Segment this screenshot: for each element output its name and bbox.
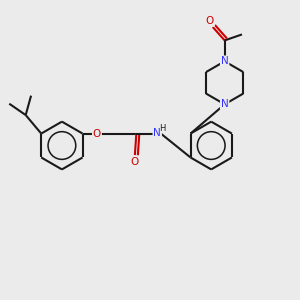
Text: N: N [153, 128, 161, 138]
Text: O: O [131, 157, 139, 166]
Text: N: N [221, 99, 229, 109]
Text: N: N [221, 56, 229, 66]
Text: O: O [206, 16, 214, 26]
Text: H: H [159, 124, 166, 133]
Text: O: O [93, 129, 101, 139]
